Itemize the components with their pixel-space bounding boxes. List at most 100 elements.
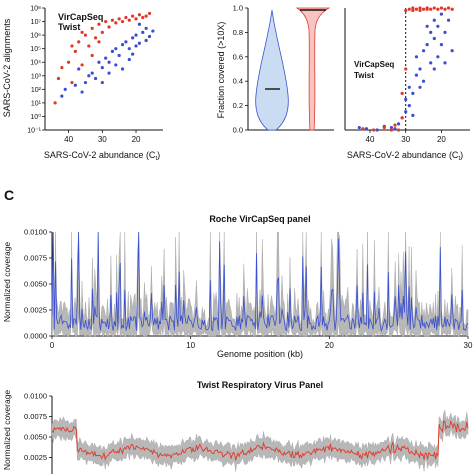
coverage-ytick-label: 0.0100 — [24, 392, 47, 401]
p1-ytick-label: 10⁴ — [30, 60, 41, 67]
p3-point-twist — [404, 8, 408, 13]
p3-xtick-label: 20 — [437, 135, 446, 144]
p1-ytick-label: 10³ — [31, 73, 42, 80]
p3-point-twist — [393, 123, 397, 127]
p3-xtick-label: 30 — [401, 135, 410, 144]
panel-letter-c: C — [4, 187, 14, 203]
p3-point-vircapseq — [364, 127, 369, 131]
p1-point-twist — [100, 30, 104, 34]
roche-xlabel: Genome position (kb) — [217, 349, 303, 359]
p1-ytick-label: 10¹ — [31, 100, 42, 107]
p1-point-vircapseq — [137, 22, 141, 26]
p1-point-twist — [77, 40, 81, 44]
coverage-ytick-label: 0.0075 — [24, 254, 47, 263]
p3-point-vircapseq — [418, 85, 422, 89]
p1-point-vircapseq — [131, 52, 135, 56]
p3-point-vircapseq — [414, 55, 419, 59]
p1-point-vircapseq — [80, 90, 84, 94]
coverage-ytick-label: 0.0025 — [24, 306, 47, 315]
p5-axes: 0.0025 0.0050 0.0075 0.0100 — [24, 392, 53, 474]
p3-point-vircapseq — [357, 125, 361, 130]
p1-point-twist — [110, 18, 115, 22]
coverage-xtick-label: 10 — [186, 341, 195, 350]
p1-point-twist — [70, 44, 74, 48]
p3-point-twist — [396, 128, 401, 132]
p1-point-vircapseq — [120, 67, 125, 71]
p1-point-vircapseq — [63, 87, 67, 91]
p1-point-vircapseq — [90, 71, 94, 75]
p3-point-vircapseq — [436, 55, 440, 59]
p1-point-twist — [73, 49, 77, 53]
p1-point-vircapseq — [131, 36, 135, 40]
p3-point-twist — [418, 8, 422, 13]
p1-axes: 10⁻¹ 10⁰ 10¹ 10² 10³ 10⁴ 10⁵ 10⁶ 10⁷ 10⁸ 40 30 20 — [27, 6, 163, 144]
roche-title: Roche VirCapSeq panel — [209, 214, 310, 224]
p1-point-twist — [124, 15, 128, 20]
p3-point-vircapseq — [407, 85, 411, 89]
coverage-ytick-label: 0.0000 — [24, 332, 47, 341]
p1-point-twist — [120, 19, 125, 24]
p1-point-vircapseq — [151, 29, 155, 33]
p3-point-twist — [429, 7, 433, 11]
p1-xtick-label: 40 — [64, 135, 73, 144]
p1-ytick-label: 10² — [31, 87, 42, 94]
p1-xlabel-close: ) — [157, 150, 160, 160]
panel-fraction-violin: 0.0 0.2 0.4 0.6 0.8 1.0 Fraction covered (>10… — [216, 4, 334, 135]
p1-xlabel-main: SARS-CoV-2 abundance (C — [44, 150, 156, 160]
p1-point-vircapseq — [87, 74, 91, 78]
p3-point-vircapseq — [414, 73, 419, 77]
p3-point-twist — [411, 8, 415, 13]
p1-xlabel-sub: t — [155, 156, 157, 162]
p3-point-twist — [382, 125, 386, 130]
p2-ytick-label: 0.0 — [233, 126, 243, 135]
p3-point-vircapseq — [439, 43, 444, 47]
p1-point-vircapseq — [134, 44, 138, 48]
p3-xlabel-main: SARS-CoV-2 abundance (C — [347, 150, 459, 160]
p3-xlabel-sub: t — [458, 156, 460, 162]
p1-point-twist — [97, 22, 101, 26]
p1-ytick-label: 10⁵ — [30, 46, 41, 53]
p1-point-twist — [80, 30, 84, 34]
p3-point-twist — [432, 6, 436, 10]
p1-point-twist — [70, 80, 74, 85]
p1-point-vircapseq — [107, 60, 111, 64]
p3-point-vircapseq — [429, 30, 433, 34]
p1-point-twist — [114, 21, 118, 25]
p1-point-vircapseq — [147, 34, 152, 39]
p2-ytick-label: 0.8 — [233, 28, 243, 37]
p3-point-vircapseq — [432, 18, 436, 22]
p3-point-vircapseq — [432, 67, 436, 71]
p1-point-vircapseq — [73, 83, 77, 87]
p3-point-twist — [404, 67, 408, 71]
p2-ytick-label: 0.4 — [233, 77, 243, 86]
p3-point-vircapseq — [396, 122, 401, 126]
twist-coverage-band — [51, 409, 469, 472]
p3-point-vircapseq — [418, 67, 422, 71]
p4-axes: 0 10 20 30 0.0000 0.0025 0.0050 0.0075 0.0100 — [24, 228, 473, 351]
p1-point-vircapseq — [97, 60, 101, 64]
p3-point-twist — [400, 116, 404, 120]
p1-point-twist — [137, 13, 141, 17]
p3-point-twist — [446, 6, 451, 10]
p1-point-vircapseq — [127, 47, 131, 51]
roche-ylabel: Normalized coverage — [2, 242, 12, 323]
twist-ylabel: Normalized coverage — [2, 390, 12, 471]
p1-point-twist — [127, 18, 131, 22]
p1-xtick-label: 20 — [132, 135, 141, 144]
p3-point-twist — [371, 128, 376, 132]
p3-point-vircapseq — [404, 97, 408, 102]
coverage-ytick-label: 0.0050 — [24, 280, 47, 289]
p2-axes: 0.0 0.2 0.4 0.6 0.8 1.0 — [233, 4, 334, 135]
p3-point-twist — [439, 6, 444, 10]
p2-ytick-label: 0.6 — [233, 52, 243, 61]
p3-point-vircapseq — [432, 36, 436, 41]
p3-point-twist — [421, 7, 426, 11]
p1-point-vircapseq — [83, 80, 88, 85]
roche-coverage-line — [51, 231, 469, 333]
p1-point-twist — [53, 101, 57, 105]
p3-legend-twist: Twist — [354, 71, 374, 80]
p3-point-vircapseq — [443, 30, 447, 34]
p1-point-twist — [80, 63, 84, 67]
p1-ytick-label: 10⁻¹ — [27, 128, 41, 135]
